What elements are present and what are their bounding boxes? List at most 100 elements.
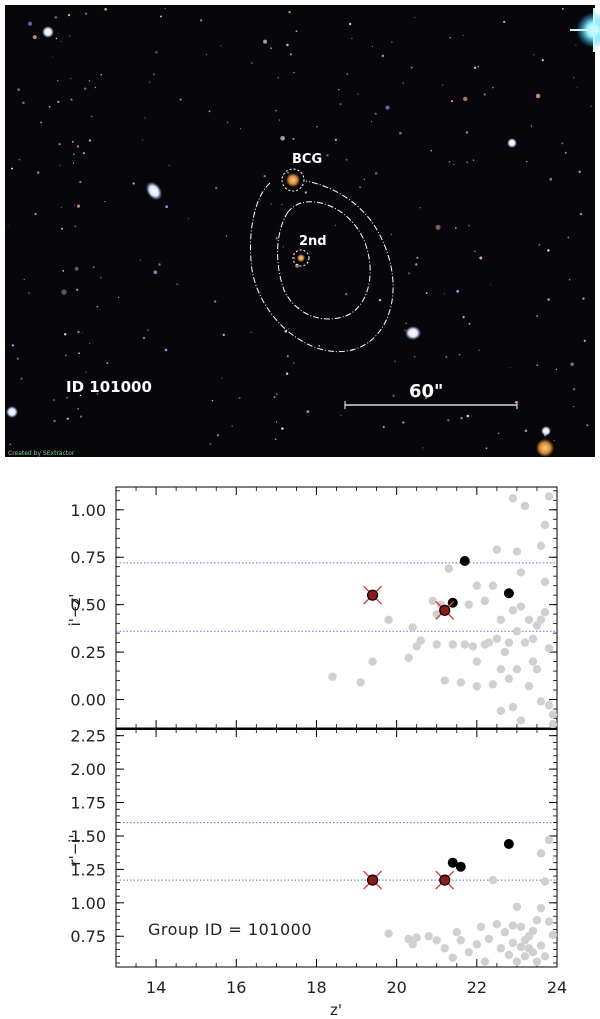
star xyxy=(402,421,405,424)
star xyxy=(422,447,424,449)
star xyxy=(385,105,390,110)
star xyxy=(454,227,457,229)
star xyxy=(88,80,91,82)
star xyxy=(468,322,471,325)
star xyxy=(28,21,32,26)
y-tick-label: 1.50 xyxy=(70,827,106,846)
star xyxy=(462,34,465,37)
star xyxy=(100,74,102,76)
background-galaxy-point xyxy=(468,642,478,651)
star xyxy=(363,178,365,180)
background-galaxy-point xyxy=(384,615,393,625)
star xyxy=(391,41,393,43)
star xyxy=(36,171,40,174)
star xyxy=(152,73,155,76)
star xyxy=(478,349,480,352)
x-tick-label: 20 xyxy=(386,978,406,997)
star xyxy=(116,388,118,391)
star xyxy=(263,39,268,44)
star xyxy=(582,297,585,300)
star xyxy=(287,172,289,174)
star xyxy=(535,93,541,99)
background-galaxy-point xyxy=(496,615,506,625)
star xyxy=(11,344,14,347)
star xyxy=(555,368,558,371)
star xyxy=(442,84,444,86)
star xyxy=(263,175,266,178)
star xyxy=(71,140,74,143)
group-id-annotation: Group ID = 101000 xyxy=(148,920,312,939)
second-label: 2nd xyxy=(299,234,327,249)
member-galaxy-point xyxy=(503,838,514,849)
background-galaxy-point xyxy=(432,936,441,945)
background-galaxy-point xyxy=(356,678,365,687)
star xyxy=(359,186,362,189)
star xyxy=(53,419,56,423)
bcg-galaxy-point xyxy=(439,874,451,886)
background-galaxy-point xyxy=(404,653,413,662)
star xyxy=(74,225,77,228)
background-galaxy-point xyxy=(492,634,502,644)
star xyxy=(139,259,141,261)
star xyxy=(7,224,9,226)
background-galaxy-point xyxy=(516,716,526,725)
star xyxy=(479,256,483,260)
star xyxy=(238,396,241,400)
star xyxy=(205,54,208,56)
background-galaxy-point xyxy=(328,672,337,681)
background-galaxy-point xyxy=(428,596,437,606)
background-galaxy-point xyxy=(520,952,530,961)
star xyxy=(48,106,51,108)
star xyxy=(92,266,95,269)
star xyxy=(142,336,146,340)
star xyxy=(444,293,445,295)
star xyxy=(492,86,494,89)
background-galaxy-point xyxy=(456,936,465,945)
star xyxy=(473,66,477,70)
background-galaxy-point xyxy=(440,944,449,953)
star xyxy=(284,330,288,333)
star xyxy=(32,35,37,40)
star xyxy=(445,356,448,358)
star xyxy=(538,244,541,246)
bright-star-bottom-right xyxy=(536,439,554,457)
background-galaxy-point xyxy=(476,922,486,932)
star xyxy=(381,54,384,58)
star xyxy=(474,250,476,253)
background-galaxy-point xyxy=(504,674,514,683)
star xyxy=(94,86,97,89)
star xyxy=(118,296,120,298)
star xyxy=(73,153,75,156)
star xyxy=(536,364,539,366)
star xyxy=(18,158,21,161)
star xyxy=(88,139,91,142)
star xyxy=(514,401,517,404)
x-tick-label: 14 xyxy=(146,978,166,997)
background-galaxy-point xyxy=(516,922,526,932)
star xyxy=(382,425,385,428)
star xyxy=(465,131,469,134)
x-axis-title: z' xyxy=(330,1001,342,1019)
x-tick-label: 24 xyxy=(547,978,567,997)
star xyxy=(578,170,581,173)
bcg-galaxy-point xyxy=(366,874,379,886)
star xyxy=(84,87,87,90)
y-tick-label: 0.75 xyxy=(70,548,106,567)
star xyxy=(503,20,506,24)
background-galaxy-point xyxy=(508,494,518,503)
star xyxy=(425,396,427,399)
background-galaxy-point xyxy=(472,940,482,949)
background-galaxy-point xyxy=(540,577,550,587)
star xyxy=(225,235,228,237)
star xyxy=(85,371,87,373)
star xyxy=(270,47,272,49)
y-tick-label: 0.50 xyxy=(70,596,106,615)
scale-bar-label: 60" xyxy=(409,381,443,402)
star xyxy=(568,278,571,281)
background-galaxy-point xyxy=(512,957,522,966)
star xyxy=(447,419,450,422)
background-galaxy-point xyxy=(444,564,453,573)
background-galaxy-point xyxy=(540,520,550,530)
white-galaxy xyxy=(145,181,163,201)
